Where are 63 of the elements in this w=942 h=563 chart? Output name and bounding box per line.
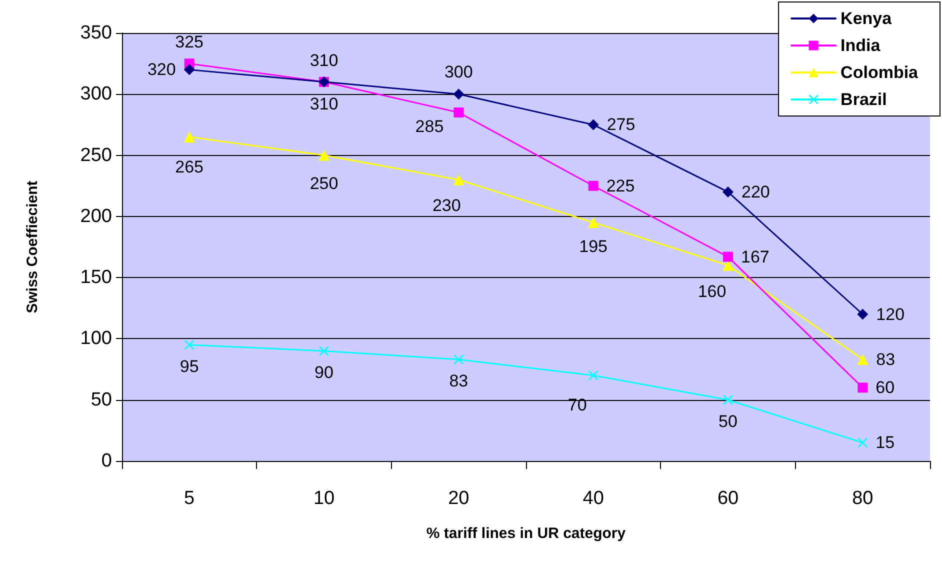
legend-label: India: [840, 36, 881, 55]
data-label: 225: [606, 176, 635, 196]
y-tick-label: 150: [80, 267, 112, 288]
y-tick-label: 300: [80, 84, 112, 105]
y-tick-label: 0: [101, 450, 112, 472]
point: [454, 107, 464, 118]
y-tick-label: 200: [80, 206, 112, 227]
point: [184, 340, 194, 350]
y-tick-label: 250: [80, 144, 112, 166]
legend-label: Colombia: [840, 63, 919, 82]
point: [318, 150, 330, 161]
data-label: 195: [579, 237, 608, 256]
data-label: 285: [415, 116, 444, 136]
x-axis-title: % tariff lines in UR category: [426, 525, 626, 542]
x-tick-label: 40: [582, 488, 604, 509]
data-label: 275: [606, 115, 636, 134]
data-label: 220: [742, 182, 770, 202]
point: [723, 252, 733, 262]
point: [184, 64, 195, 76]
data-label: 250: [310, 174, 338, 193]
data-label: 120: [876, 304, 905, 324]
data-label: 230: [432, 196, 461, 216]
legend-label: Brazil: [840, 90, 887, 109]
data-label: 310: [310, 94, 338, 114]
data-label: 60: [876, 378, 895, 398]
data-label: 160: [698, 282, 726, 301]
data-label: 265: [175, 157, 204, 176]
legend-label: Kenya: [840, 9, 892, 28]
point: [453, 88, 464, 100]
data-label: 83: [449, 372, 468, 391]
y-tick-label: 100: [80, 328, 112, 350]
point: [184, 131, 195, 142]
point: [857, 308, 868, 320]
x-tick-label: 80: [852, 488, 874, 509]
point: [858, 438, 868, 448]
point: [453, 174, 464, 186]
point: [588, 119, 599, 130]
point: [588, 370, 598, 380]
y-axis-title: Swiss Coeffiecient: [24, 180, 41, 314]
data-label: 15: [876, 433, 895, 452]
point: [588, 180, 598, 191]
data-label: 325: [175, 32, 204, 52]
point: [454, 354, 464, 365]
point: [857, 354, 868, 366]
point: [858, 382, 868, 393]
data-label: 50: [718, 412, 738, 431]
point: [723, 394, 733, 405]
data-label: 310: [310, 50, 338, 70]
data-label: 167: [741, 247, 770, 266]
point: [722, 186, 734, 198]
y-tick-label: 50: [90, 389, 112, 410]
x-tick-label: 10: [313, 488, 335, 509]
x-tick-label: 20: [448, 488, 470, 509]
point: [588, 217, 599, 228]
y-tick-label: 350: [80, 22, 112, 44]
data-label: 83: [876, 350, 896, 370]
data-label: 95: [180, 356, 199, 376]
point: [319, 346, 329, 356]
data-label: 90: [314, 362, 334, 382]
data-label: 300: [444, 62, 473, 82]
data-label: 320: [147, 60, 176, 80]
x-tick-label: 60: [717, 488, 739, 509]
x-tick-label: 5: [184, 488, 195, 509]
